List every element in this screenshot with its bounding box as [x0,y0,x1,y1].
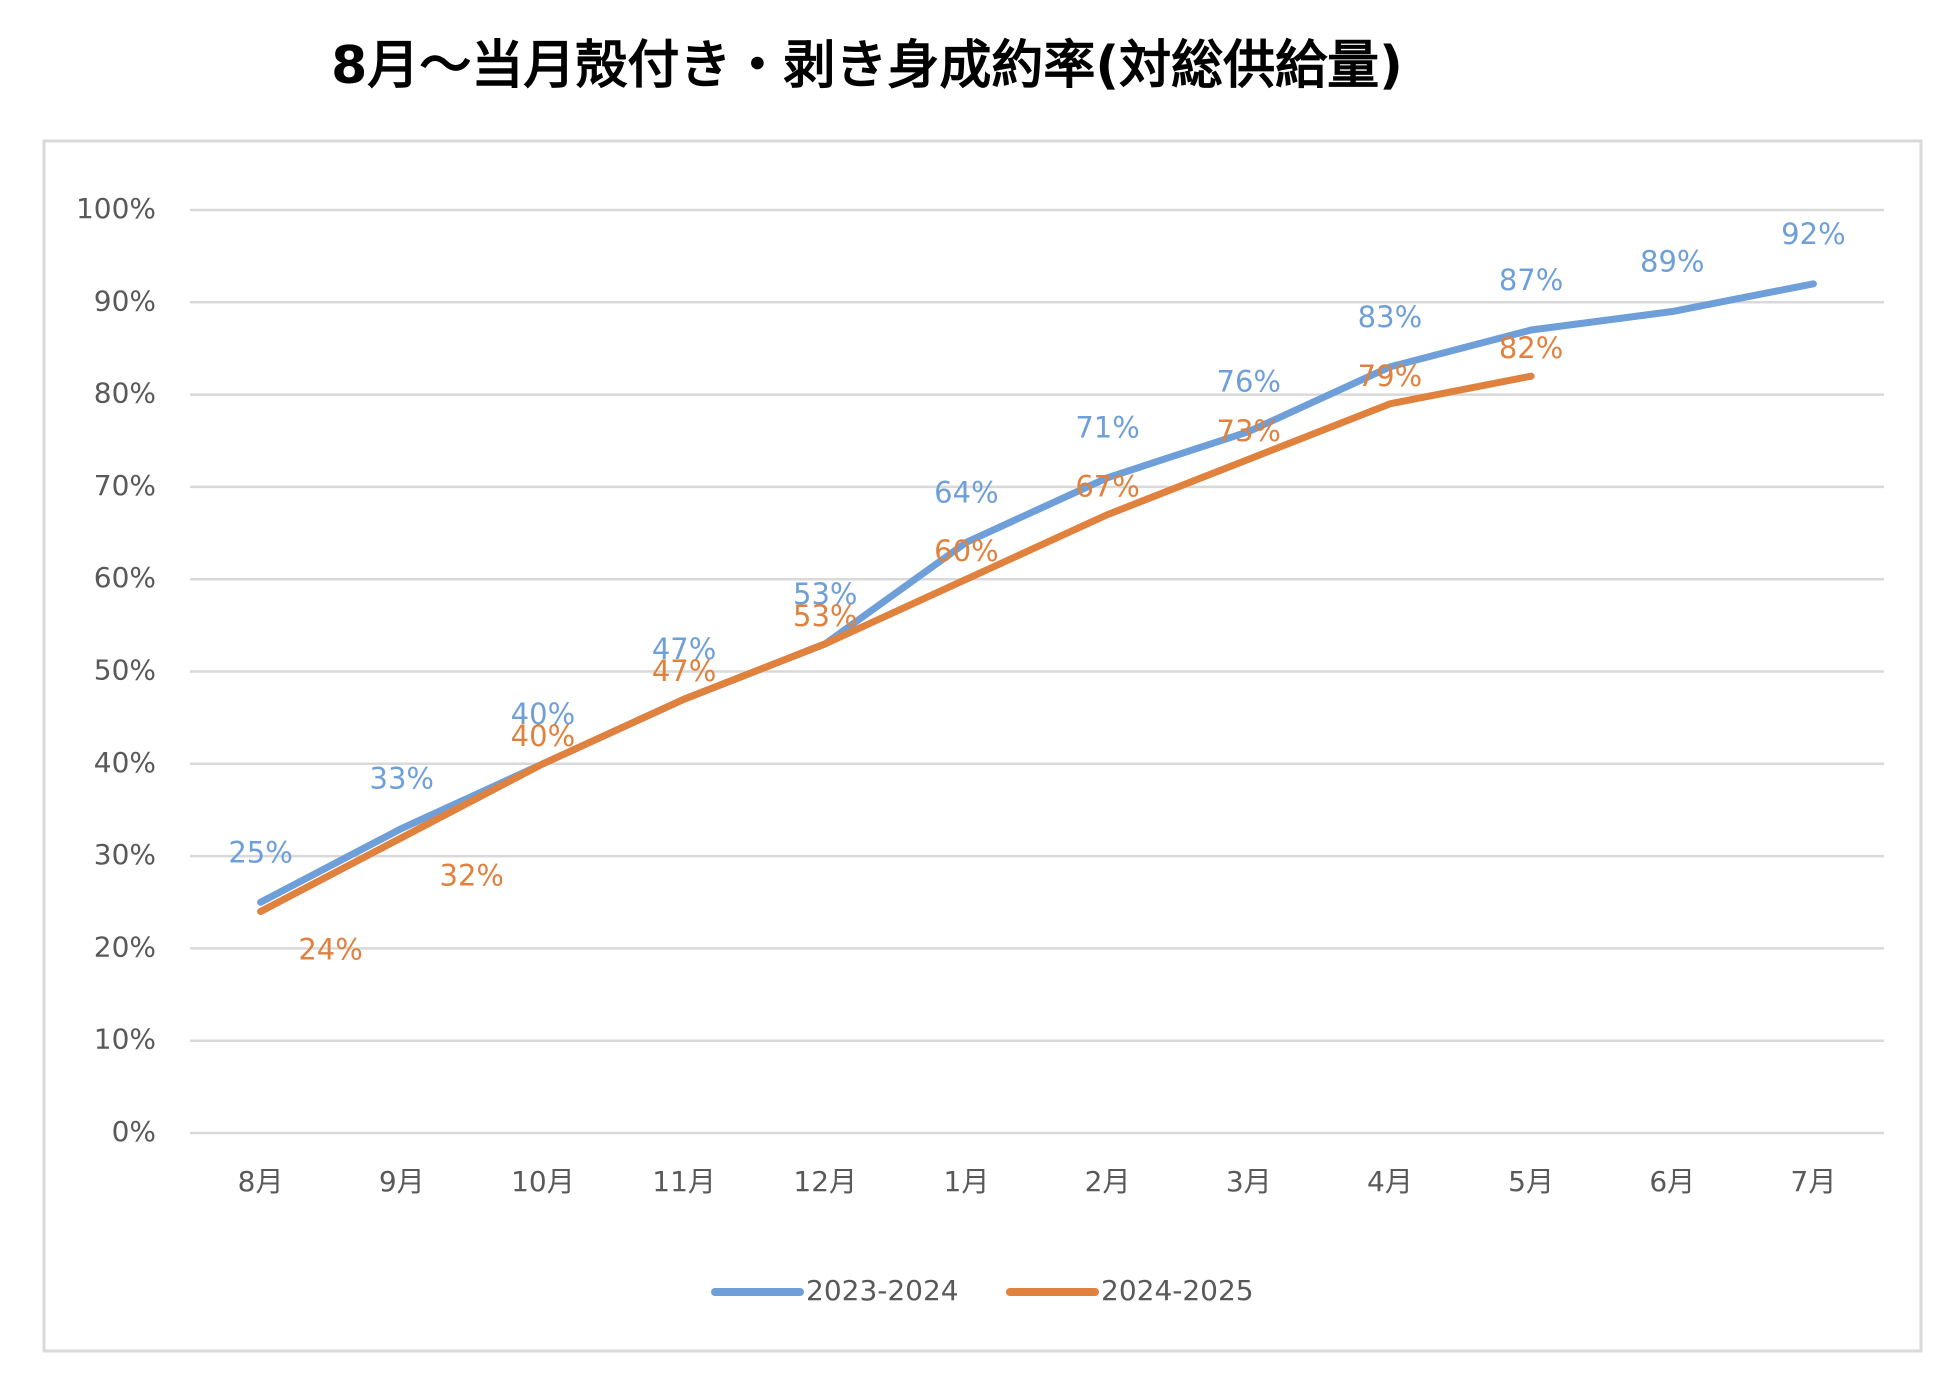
data-label: 60% [934,534,998,568]
legend-label: 2023-2024 [806,1274,959,1307]
y-tick-label: 60% [94,561,156,594]
series-line [257,372,1535,915]
data-label: 33% [370,761,434,795]
data-label: 82% [1499,331,1563,365]
y-tick-label: 30% [94,838,156,871]
y-tick-label: 40% [94,746,156,779]
x-tick-label: 11月 [652,1165,716,1198]
data-label: 89% [1640,245,1704,279]
plot-frame [42,139,1923,1353]
series-line [257,280,1817,906]
x-tick-label: 6月 [1649,1165,1695,1198]
data-label: 53% [793,599,857,633]
data-label: 47% [652,632,716,666]
legend-label: 2024-2025 [1101,1274,1254,1307]
data-label: 79% [1358,359,1422,393]
y-tick-label: 90% [94,284,156,317]
x-tick-label: 8月 [238,1165,284,1198]
data-label: 83% [1358,300,1422,334]
x-tick-label: 4月 [1367,1165,1413,1198]
x-tick-label: 5月 [1508,1165,1554,1198]
data-label: 71% [1075,411,1139,445]
data-label: 76% [1217,365,1281,399]
x-tick-label: 3月 [1226,1165,1272,1198]
x-tick-label: 9月 [379,1165,425,1198]
data-label: 25% [228,835,292,869]
data-label: 32% [440,859,504,893]
data-label: 24% [298,932,362,966]
x-tick-label: 10月 [511,1165,575,1198]
chart-title: 8月～当月殻付き・剥き身成約率(対総供給量) [331,36,1403,96]
y-tick-label: 100% [76,192,156,225]
y-tick-label: 70% [94,469,156,502]
data-label: 47% [652,654,716,688]
y-tick-label: 80% [94,377,156,410]
data-label: 64% [934,475,998,509]
data-label: 87% [1499,263,1563,297]
y-tick-label: 0% [112,1115,156,1148]
x-tick-label: 12月 [793,1165,857,1198]
data-label: 53% [793,577,857,611]
data-label: 73% [1217,414,1281,448]
x-tick-label: 2月 [1085,1165,1131,1198]
y-tick-label: 50% [94,654,156,687]
x-tick-label: 1月 [944,1165,990,1198]
data-label: 40% [511,719,575,753]
data-label: 40% [511,697,575,731]
y-tick-label: 10% [94,1023,156,1056]
y-tick-label: 20% [94,930,156,963]
data-label: 67% [1075,470,1139,504]
x-tick-label: 7月 [1791,1165,1837,1198]
data-label: 92% [1781,217,1845,251]
